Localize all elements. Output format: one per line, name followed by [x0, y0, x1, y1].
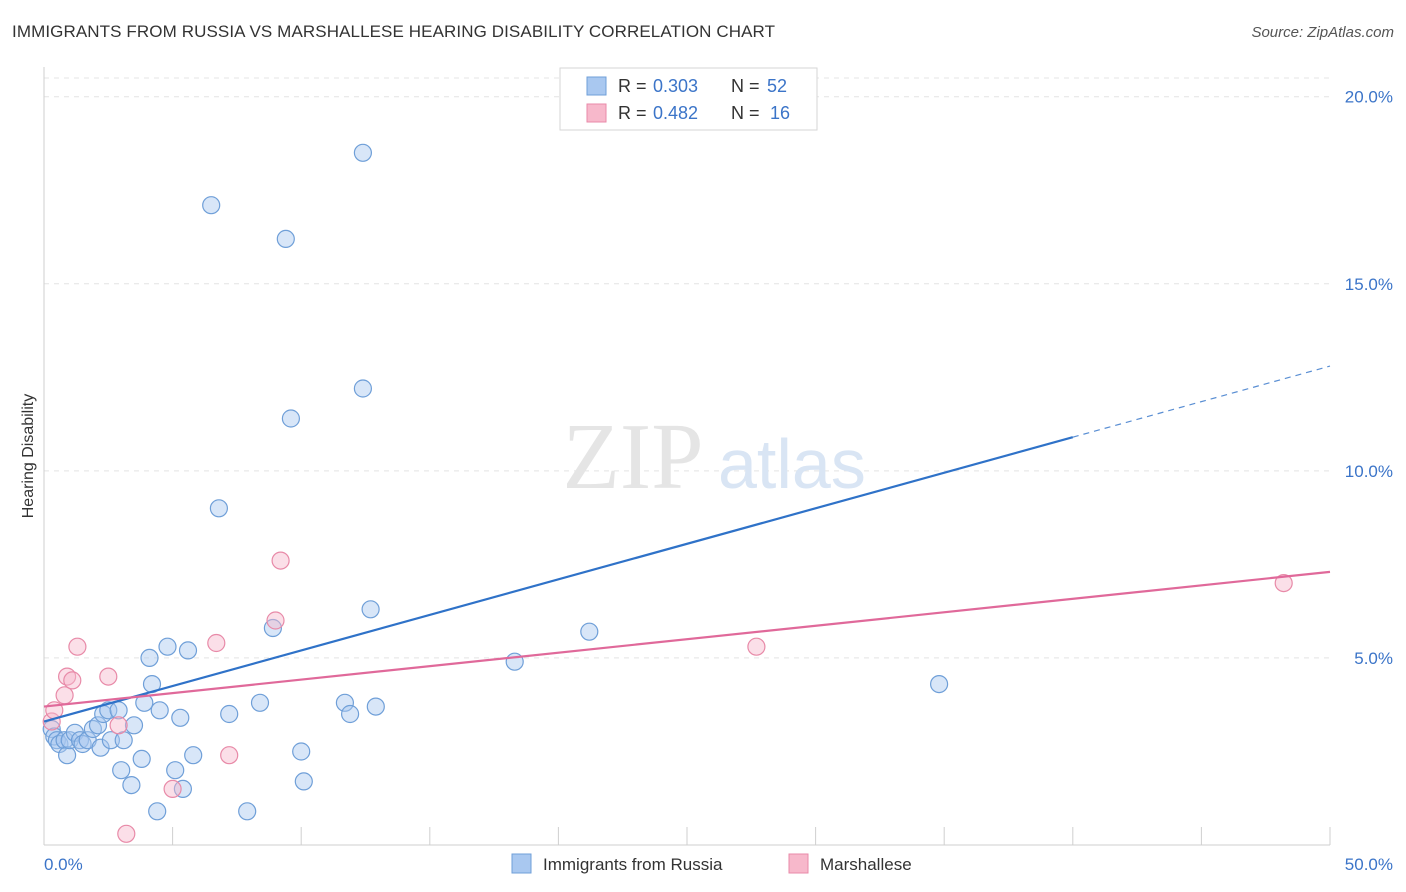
axes: 5.0% 10.0% 15.0% 20.0% [43, 67, 1393, 846]
watermark-zip: ZIP [563, 405, 704, 509]
point-marshallese-13 [271, 551, 290, 570]
point-russia-45 [341, 704, 360, 724]
point-russia-46 [353, 143, 372, 162]
legend-label-russia: Immigrants from Russia [543, 855, 723, 874]
point-russia-33 [184, 746, 203, 765]
point-russia-36 [220, 704, 239, 724]
point-marshallese-4 [63, 671, 82, 690]
stats-legend-r-label-russia: R = [618, 76, 647, 96]
watermark: ZIP atlas [563, 405, 866, 509]
point-russia-51 [580, 622, 599, 641]
point-marshallese-15 [1274, 573, 1293, 593]
point-russia-47 [353, 379, 372, 398]
point-russia-37 [238, 802, 257, 821]
point-marshallese-11 [220, 746, 239, 765]
stats-legend-n-value-marshallese: 16 [770, 103, 790, 123]
chart-title: IMMIGRANTS FROM RUSSIA VS MARSHALLESE HE… [12, 22, 776, 41]
point-marshallese-7 [109, 716, 128, 735]
data-points [42, 143, 1293, 843]
stats-legend-n-label-marshallese: N = [731, 103, 760, 123]
legend-swatch-marshallese [788, 853, 809, 874]
point-russia-5 [57, 746, 77, 765]
watermark-atlas: atlas [718, 425, 866, 503]
point-russia-32 [178, 641, 198, 660]
point-russia-21 [124, 716, 144, 735]
trend-line-russia [43, 436, 1074, 723]
point-russia-35 [209, 499, 228, 518]
trend-line-russia-extension [1072, 365, 1331, 438]
y-tick-label-2: 15.0% [1345, 275, 1393, 294]
point-russia-29 [166, 761, 185, 780]
point-marshallese-2 [55, 686, 74, 705]
point-russia-27 [150, 701, 169, 720]
point-marshallese-10 [207, 633, 226, 653]
point-russia-49 [366, 697, 385, 716]
legend-label-marshallese: Marshallese [820, 855, 912, 874]
point-russia-40 [276, 229, 295, 248]
point-russia-28 [158, 637, 177, 656]
stats-legend-r-value-russia: 0.303 [653, 76, 698, 96]
point-russia-38 [250, 693, 270, 712]
point-russia-22 [132, 749, 151, 769]
point-marshallese-6 [99, 667, 118, 686]
y-tick-label-0: 5.0% [1354, 649, 1393, 668]
legend-swatch-russia [511, 853, 532, 874]
point-russia-16 [101, 731, 121, 750]
point-russia-34 [202, 196, 221, 215]
stats-legend-swatch-russia [586, 76, 607, 96]
point-russia-30 [171, 708, 190, 727]
point-marshallese-9 [163, 779, 182, 799]
point-marshallese-14 [747, 637, 766, 656]
y-axis-label: Hearing Disability [20, 394, 37, 519]
point-russia-31 [173, 779, 192, 799]
point-russia-18 [112, 761, 131, 780]
point-russia-24 [140, 648, 159, 668]
point-russia-48 [361, 600, 380, 619]
point-russia-42 [292, 742, 311, 761]
point-russia-26 [148, 802, 167, 821]
x-tick-label-max: 50.0% [1345, 855, 1393, 874]
trend-line-marshallese [43, 570, 1331, 708]
point-russia-44 [335, 693, 354, 712]
stats-legend-r-label-marshallese: R = [618, 103, 647, 123]
point-marshallese-12 [266, 611, 285, 630]
y-tick-label-1: 10.0% [1345, 462, 1393, 481]
point-marshallese-5 [68, 637, 87, 656]
stats-legend-n-label-russia: N = [731, 76, 760, 96]
stats-legend: R = 0.303 N = 52 R = 0.482 N = 16 [559, 67, 818, 131]
stats-legend-r-value-marshallese: 0.482 [653, 103, 698, 123]
chart-source: Source: ZipAtlas.com [1251, 24, 1394, 41]
stats-legend-swatch-marshallese [586, 103, 607, 123]
point-russia-4 [55, 731, 74, 750]
y-tick-label-3: 20.0% [1345, 88, 1393, 107]
point-marshallese-8 [117, 824, 136, 843]
point-russia-20 [122, 775, 141, 795]
grid-lines [44, 77, 1330, 659]
point-russia-43 [294, 772, 313, 791]
stats-legend-n-value-russia: 52 [767, 76, 787, 96]
point-russia-12 [88, 716, 108, 735]
x-tick-label-min: 0.0% [44, 855, 83, 874]
point-russia-52 [929, 674, 949, 694]
point-russia-41 [281, 409, 300, 428]
trend-lines [43, 365, 1331, 723]
point-russia-13 [91, 738, 110, 757]
series-legend: Immigrants from Russia Marshallese [511, 853, 912, 874]
